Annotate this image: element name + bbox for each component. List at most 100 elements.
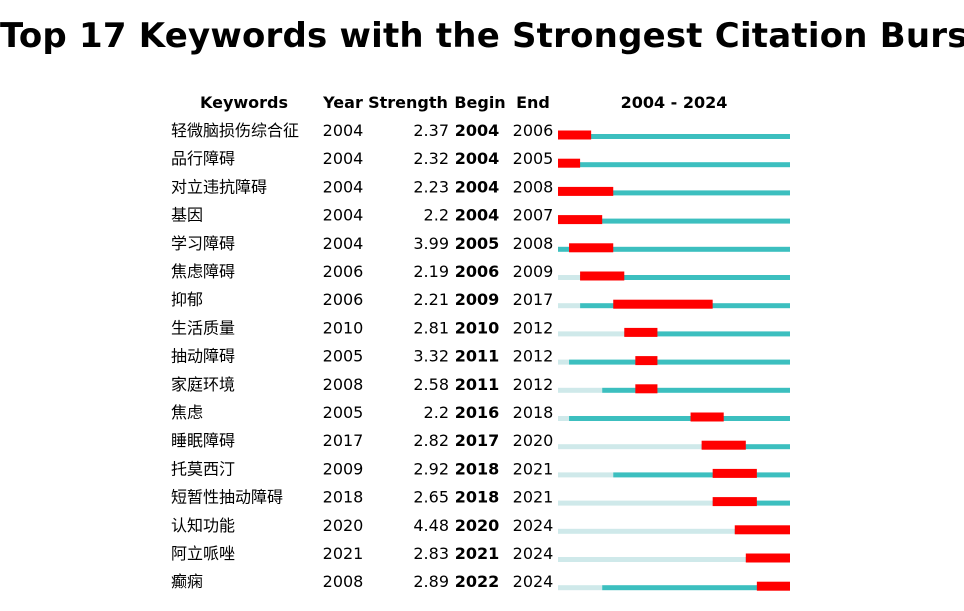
keyword-cell: 抑郁 — [171, 290, 203, 309]
year-cell: 2009 — [323, 459, 364, 478]
keyword-cell: 托莫西汀 — [171, 459, 235, 478]
strength-cell: 2.83 — [413, 544, 449, 563]
begin-cell: 2011 — [455, 375, 500, 394]
begin-cell: 2004 — [455, 121, 500, 140]
end-cell: 2017 — [513, 290, 554, 309]
burst-bar — [635, 384, 658, 394]
timeline-active-segment — [569, 359, 790, 365]
keyword-cell: 轻微脑损伤综合征 — [171, 121, 299, 140]
keyword-cell: 焦虑障碍 — [171, 262, 235, 281]
timeline-inactive-segment — [558, 528, 735, 534]
header-row: Keywords Year Strength Begin End 2004 - … — [200, 93, 727, 112]
begin-cell: 2020 — [455, 516, 500, 535]
keyword-cell: 品行障碍 — [171, 149, 235, 168]
burst-bar — [580, 271, 625, 281]
timeline-inactive-segment — [558, 557, 746, 562]
timeline-inactive-segment — [558, 275, 581, 280]
end-cell: 2024 — [513, 572, 554, 591]
timeline-inactive-segment — [558, 585, 603, 591]
rows-layer: 轻微脑损伤综合征 2004 2.37 2004 2006 品行障碍 2004 2.32 2004… — [171, 121, 790, 591]
burst-bar — [613, 299, 713, 309]
begin-cell: 2016 — [455, 403, 500, 422]
table-row: 癫痫 2008 2.89 2022 2024 — [171, 572, 790, 591]
burst-bar — [745, 553, 790, 563]
keyword-cell: 学习障碍 — [171, 234, 235, 253]
strength-cell: 2.19 — [413, 262, 449, 281]
burst-bar — [756, 581, 790, 591]
burst-bar — [558, 186, 614, 196]
begin-cell: 2017 — [455, 431, 500, 450]
timeline-inactive-segment — [558, 303, 581, 309]
burst-bar — [690, 412, 724, 422]
begin-cell: 2018 — [455, 459, 500, 478]
header-range: 2004 - 2024 — [621, 93, 728, 112]
chart-title: Top 17 Keywords with the Strongest Citat… — [0, 16, 964, 56]
year-cell: 2006 — [323, 262, 364, 281]
strength-cell: 2.92 — [413, 459, 449, 478]
timeline-active-segment — [624, 331, 790, 337]
burst-bar — [712, 468, 757, 478]
year-cell: 2008 — [323, 572, 364, 591]
strength-cell: 2.58 — [413, 375, 449, 394]
header-year: Year — [322, 93, 363, 112]
strength-cell: 2.81 — [413, 318, 449, 337]
table-row: 焦虑障碍 2006 2.19 2006 2009 — [171, 262, 790, 281]
table-row: 学习障碍 2004 3.99 2005 2008 — [171, 234, 790, 253]
header-strength: Strength — [368, 93, 448, 112]
strength-cell: 4.48 — [413, 516, 449, 535]
keyword-cell: 抽动障碍 — [171, 347, 235, 366]
timeline-inactive-segment — [558, 472, 614, 478]
keyword-cell: 基因 — [171, 206, 203, 225]
end-cell: 2021 — [513, 488, 554, 507]
burst-bar — [624, 327, 658, 337]
table-row: 抑郁 2006 2.21 2009 2017 — [171, 290, 790, 309]
year-cell: 2004 — [323, 177, 364, 196]
table-row: 焦虑 2005 2.2 2016 2018 — [171, 403, 790, 422]
year-cell: 2004 — [323, 121, 364, 140]
strength-cell: 2.2 — [424, 403, 449, 422]
end-cell: 2008 — [513, 177, 554, 196]
year-cell: 2004 — [323, 234, 364, 253]
table-row: 睡眠障碍 2017 2.82 2017 2020 — [171, 431, 790, 450]
table-row: 阿立哌唑 2021 2.83 2021 2024 — [171, 544, 790, 563]
burst-bar — [558, 215, 603, 225]
timeline-active-segment — [613, 472, 790, 478]
strength-cell: 2.32 — [413, 149, 449, 168]
header-begin: Begin — [454, 93, 505, 112]
end-cell: 2005 — [513, 149, 554, 168]
year-cell: 2017 — [323, 431, 364, 450]
end-cell: 2008 — [513, 234, 554, 253]
begin-cell: 2010 — [455, 318, 500, 337]
table-row: 品行障碍 2004 2.32 2004 2005 — [171, 149, 790, 168]
end-cell: 2024 — [513, 516, 554, 535]
timeline-inactive-segment — [558, 500, 713, 506]
strength-cell: 2.82 — [413, 431, 449, 450]
begin-cell: 2004 — [455, 149, 500, 168]
timeline-active-segment — [558, 246, 790, 252]
timeline-inactive-segment — [558, 416, 570, 421]
end-cell: 2018 — [513, 403, 554, 422]
burst-bar — [701, 440, 746, 450]
strength-cell: 2.2 — [424, 206, 449, 225]
timeline-active-segment — [558, 162, 790, 168]
burst-bar — [635, 356, 658, 366]
burst-bar — [558, 130, 592, 140]
keyword-cell: 睡眠障碍 — [171, 431, 235, 450]
end-cell: 2009 — [513, 262, 554, 281]
strength-cell: 2.21 — [413, 290, 449, 309]
keyword-cell: 焦虑 — [171, 403, 203, 422]
strength-cell: 2.65 — [413, 488, 449, 507]
timeline-active-segment — [569, 416, 790, 421]
year-cell: 2018 — [323, 488, 364, 507]
keyword-cell: 家庭环境 — [171, 375, 235, 394]
end-cell: 2007 — [513, 206, 554, 225]
table-row: 托莫西汀 2009 2.92 2018 2021 — [171, 459, 790, 478]
end-cell: 2024 — [513, 544, 554, 563]
strength-cell: 3.32 — [413, 347, 449, 366]
end-cell: 2012 — [513, 347, 554, 366]
year-cell: 2004 — [323, 206, 364, 225]
keyword-cell: 生活质量 — [171, 318, 235, 337]
timeline-inactive-segment — [558, 331, 625, 337]
burst-bar — [712, 497, 757, 507]
